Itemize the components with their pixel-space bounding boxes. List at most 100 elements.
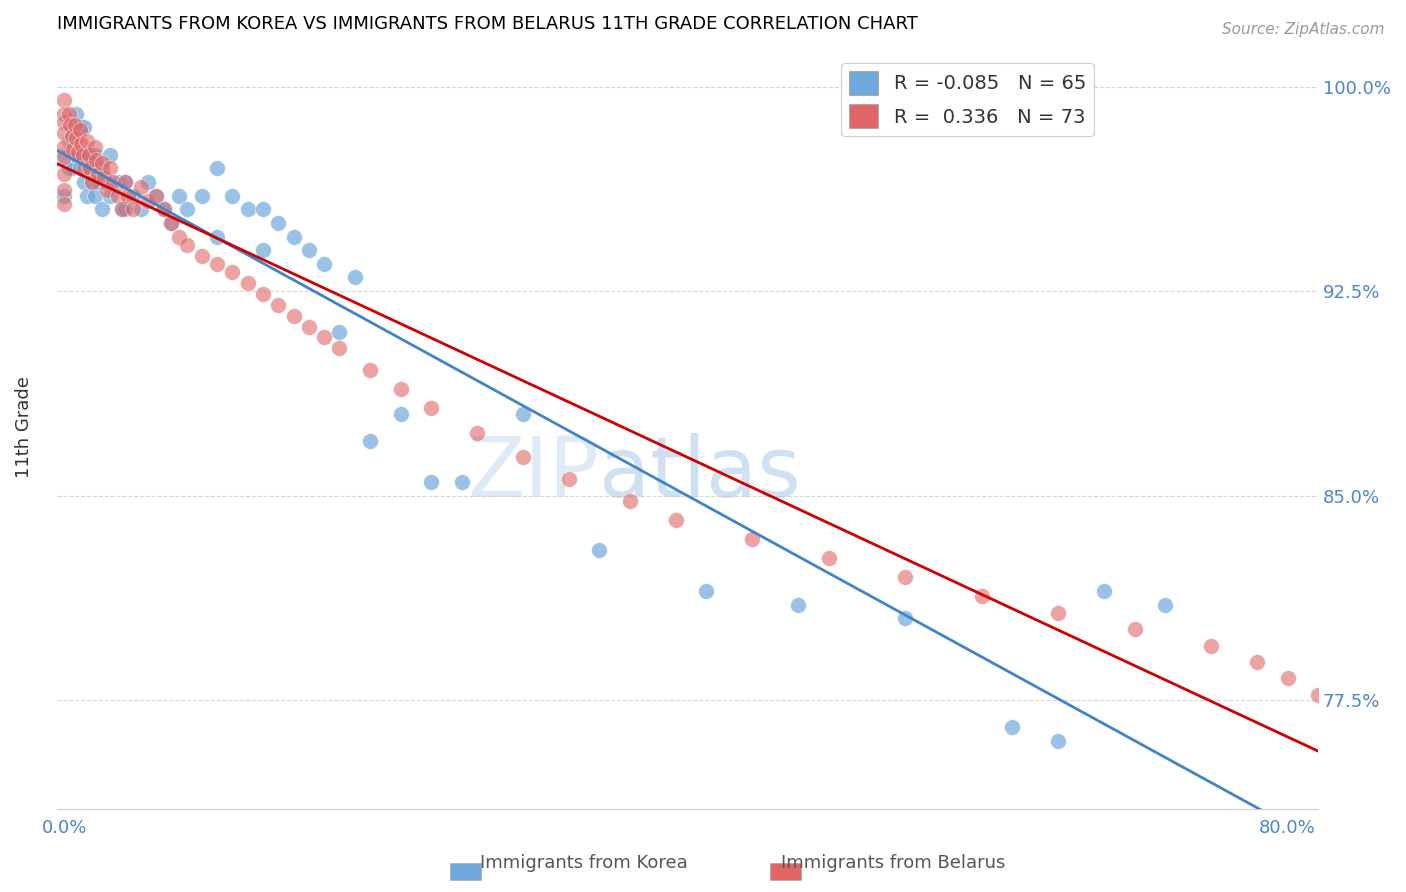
Point (53, 115, 76, 129)
Legend: R = -0.085   N = 65, R =  0.336   N = 73: R = -0.085 N = 65, R = 0.336 N = 73 (841, 63, 1094, 136)
Point (80, 175, 103, 189)
Point (191, 188, 214, 202)
Point (145, 188, 167, 202)
Point (221, 188, 243, 202)
Point (87, 167, 110, 181)
Point (221, 265, 243, 279)
Point (252, 243, 274, 257)
Point (58, 134, 80, 148)
Point (107, 188, 129, 202)
Point (53, 107, 76, 121)
Point (512, 407, 534, 421)
Point (80, 175, 103, 189)
Point (1001, 720, 1024, 734)
Point (1092, 584, 1115, 599)
Point (73, 120, 96, 135)
Point (70, 136, 93, 151)
Point (76, 147, 98, 161)
Point (62, 142, 84, 156)
Point (236, 276, 259, 290)
Point (558, 472, 581, 486)
Point (96, 183, 118, 197)
Point (53, 188, 76, 202)
Point (98, 161, 121, 176)
Point (588, 543, 610, 558)
Point (894, 611, 917, 625)
Point (298, 319, 321, 334)
Point (98, 147, 121, 161)
Point (283, 229, 305, 244)
Point (328, 325, 350, 339)
Point (58, 107, 80, 121)
Point (60, 128, 83, 143)
Text: IMMIGRANTS FROM KOREA VS IMMIGRANTS FROM BELARUS 11TH GRADE CORRELATION CHART: IMMIGRANTS FROM KOREA VS IMMIGRANTS FROM… (56, 15, 918, 33)
Point (817, 551, 839, 566)
Text: Immigrants from Belarus: Immigrants from Belarus (780, 855, 1005, 872)
Point (65, 131, 87, 145)
Point (114, 175, 136, 189)
Point (167, 188, 190, 202)
Point (1047, 734, 1070, 748)
Point (267, 216, 290, 230)
Point (787, 598, 810, 612)
Point (72, 147, 94, 161)
Point (176, 202, 198, 217)
Point (314, 330, 336, 344)
Point (1277, 671, 1299, 685)
Point (111, 202, 134, 217)
Point (53, 93, 76, 107)
Point (76, 134, 98, 148)
Point (450, 475, 472, 489)
Point (103, 175, 125, 189)
Point (176, 237, 198, 252)
Point (252, 286, 274, 301)
Point (160, 216, 183, 230)
Point (72, 147, 94, 161)
Point (66, 145, 89, 159)
Point (65, 147, 87, 161)
Point (420, 475, 443, 489)
Point (79, 147, 101, 161)
Point (117, 188, 139, 202)
Point (160, 216, 183, 230)
Point (53, 167, 76, 181)
Point (83, 147, 105, 161)
Point (77, 147, 100, 161)
Point (96, 175, 118, 189)
Point (145, 188, 167, 202)
Point (129, 180, 152, 194)
Point (741, 532, 763, 546)
Text: ZIP: ZIP (467, 433, 599, 514)
Point (359, 434, 381, 448)
Point (1246, 655, 1268, 669)
Point (205, 257, 228, 271)
Point (53, 147, 76, 161)
Point (167, 229, 190, 244)
Point (122, 188, 145, 202)
Point (205, 229, 228, 244)
Point (129, 202, 152, 217)
Point (91, 161, 114, 176)
Point (1047, 606, 1070, 620)
Point (86, 153, 108, 168)
Point (93, 169, 115, 184)
Point (111, 202, 134, 217)
Point (83, 188, 105, 202)
Point (298, 243, 321, 257)
Point (60, 120, 83, 135)
Point (76, 188, 98, 202)
Point (53, 183, 76, 197)
Point (59, 118, 82, 132)
Point (69, 123, 91, 137)
Point (69, 161, 91, 176)
Point (252, 202, 274, 217)
Point (1308, 688, 1330, 702)
Point (122, 202, 145, 217)
Point (60, 161, 83, 176)
Point (328, 342, 350, 356)
Point (87, 175, 110, 189)
Point (65, 107, 87, 121)
Y-axis label: 11th Grade: 11th Grade (15, 376, 32, 478)
Point (314, 257, 336, 271)
Text: Source: ZipAtlas.com: Source: ZipAtlas.com (1222, 22, 1385, 37)
